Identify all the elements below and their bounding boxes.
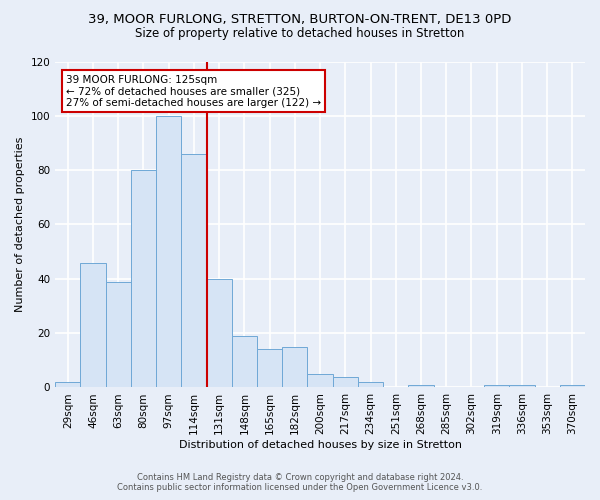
Bar [106, 282, 131, 388]
Bar [307, 374, 332, 388]
Bar [484, 384, 509, 388]
Bar [156, 116, 181, 388]
Bar [509, 384, 535, 388]
Text: Contains HM Land Registry data © Crown copyright and database right 2024.
Contai: Contains HM Land Registry data © Crown c… [118, 473, 482, 492]
Y-axis label: Number of detached properties: Number of detached properties [15, 137, 25, 312]
Bar [181, 154, 206, 388]
Bar [282, 346, 307, 388]
Text: 39, MOOR FURLONG, STRETTON, BURTON-ON-TRENT, DE13 0PD: 39, MOOR FURLONG, STRETTON, BURTON-ON-TR… [88, 12, 512, 26]
Bar [80, 262, 106, 388]
X-axis label: Distribution of detached houses by size in Stretton: Distribution of detached houses by size … [179, 440, 461, 450]
Bar [232, 336, 257, 388]
Bar [257, 350, 282, 388]
Bar [409, 384, 434, 388]
Bar [560, 384, 585, 388]
Bar [332, 376, 358, 388]
Bar [131, 170, 156, 388]
Bar [358, 382, 383, 388]
Bar [55, 382, 80, 388]
Text: 39 MOOR FURLONG: 125sqm
← 72% of detached houses are smaller (325)
27% of semi-d: 39 MOOR FURLONG: 125sqm ← 72% of detache… [66, 74, 321, 108]
Bar [206, 279, 232, 388]
Text: Size of property relative to detached houses in Stretton: Size of property relative to detached ho… [136, 26, 464, 40]
